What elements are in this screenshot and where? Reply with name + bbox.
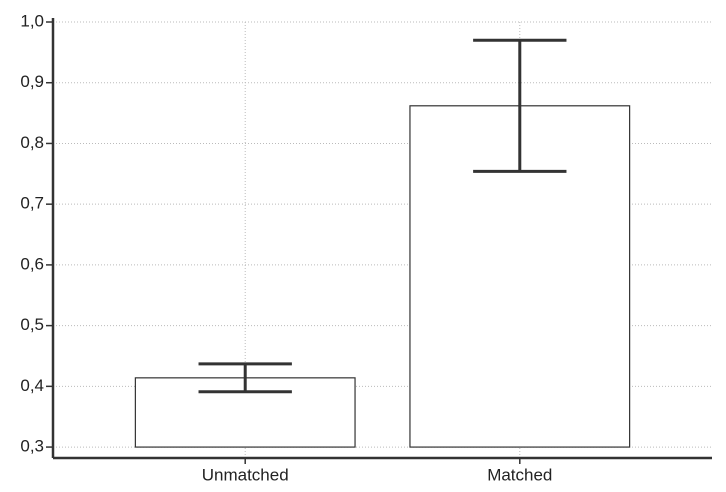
- y-tick-label: 0,7: [20, 194, 44, 213]
- y-tick-label: 0,9: [20, 72, 44, 91]
- y-tick-label: 0,6: [20, 254, 44, 273]
- y-tick-label: 1,0: [20, 11, 44, 30]
- y-tick-label: 0,3: [20, 437, 44, 456]
- y-tick-label: 0,8: [20, 133, 44, 152]
- y-tick-label: 0,5: [20, 315, 44, 334]
- x-tick-label: Unmatched: [202, 465, 289, 484]
- x-tick-label: Matched: [487, 465, 552, 484]
- y-tick-label: 0,4: [20, 376, 44, 395]
